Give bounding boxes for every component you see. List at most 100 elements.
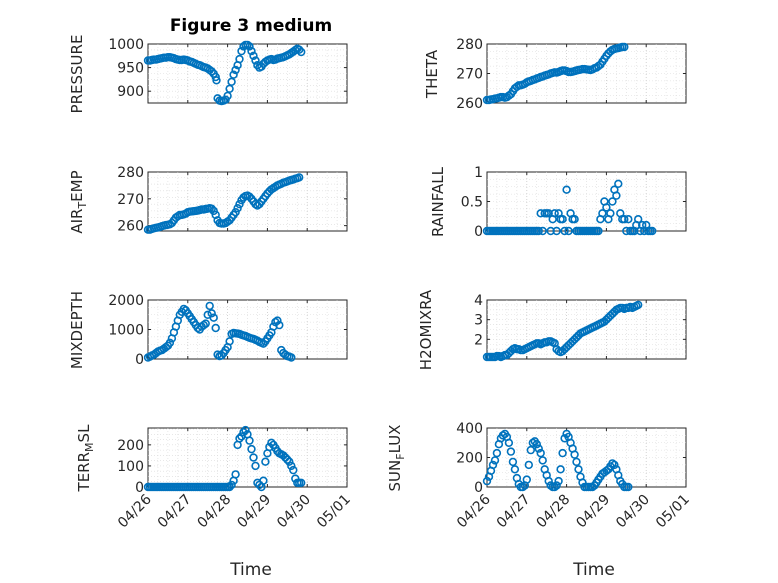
- data-point: [245, 42, 254, 51]
- data-point: [209, 313, 218, 322]
- x-axis-label-right: Time: [572, 560, 615, 580]
- data-point: [261, 457, 270, 466]
- data-point: [273, 316, 282, 325]
- data-point: [235, 200, 244, 209]
- data-point: [482, 476, 492, 486]
- data-point: [297, 47, 306, 57]
- subplot-terr-msl: 0 100 200 04/26 04/27 04/28 04/29 04/30 05/01 TE…: [75, 424, 354, 531]
- data-point: [538, 456, 547, 465]
- data-point: [231, 65, 240, 75]
- data-point: [211, 323, 220, 333]
- x-tick-label: 05/01: [314, 492, 354, 532]
- y-tick-label: 1: [474, 165, 483, 181]
- subplot-rainfall: 0 0.5 1 RAINFALL: [429, 165, 687, 240]
- axes-box: [147, 171, 348, 232]
- subplot-air-temp: 260 270 280 AIRTEMP: [68, 165, 348, 235]
- data-point: [610, 460, 619, 470]
- subplot-mixdepth: 0 1000 2000 MIXDEPTH: [68, 291, 348, 369]
- data-point: [267, 438, 276, 447]
- data-point: [207, 309, 216, 318]
- data-point: [574, 465, 583, 474]
- y-tick-label: 2: [474, 332, 483, 348]
- data-point: [231, 470, 240, 479]
- data-point: [558, 215, 567, 224]
- data-point: [225, 337, 234, 346]
- data-point: [552, 481, 561, 490]
- x-tick-label: 04/30: [613, 492, 653, 532]
- axes-box: [147, 427, 348, 488]
- y-axis-label: MIXDEPTH: [68, 291, 86, 369]
- data-point: [536, 448, 545, 458]
- data-point: [554, 476, 563, 486]
- data-point: [251, 56, 260, 65]
- data-point: [558, 448, 567, 458]
- data-point: [620, 42, 629, 52]
- y-tick-label: 270: [117, 192, 144, 208]
- data-point: [602, 203, 611, 212]
- data-point: [295, 45, 304, 54]
- data-point: [534, 226, 543, 236]
- data-point: [259, 476, 268, 485]
- data-point: [562, 185, 571, 194]
- y-axis-label-text: H2OMIXRA: [417, 289, 435, 370]
- data-point: [235, 434, 244, 443]
- subplot-theta: 260 270 280 THETA: [423, 37, 687, 112]
- data-point: [235, 54, 244, 64]
- y-tick-label: 0.5: [461, 195, 483, 211]
- data-point: [526, 445, 535, 455]
- x-tick-label: 04/26: [454, 491, 494, 531]
- y-tick-label: 200: [456, 451, 483, 467]
- y-axis-label-text: PRESSURE: [68, 35, 86, 114]
- data-point: [207, 67, 216, 76]
- data-point: [201, 319, 210, 328]
- data-point: [297, 478, 306, 487]
- data-point: [647, 226, 657, 236]
- data-point: [608, 197, 617, 206]
- x-tick-label: 04/29: [234, 492, 274, 532]
- y-axis-label-text: AIRTEMP: [68, 170, 89, 233]
- y-axis-label: H2OMIXRA: [417, 289, 435, 370]
- data-point: [287, 461, 296, 471]
- data-point: [490, 456, 500, 465]
- x-tick-label: 04/30: [274, 492, 314, 532]
- data-point: [544, 476, 553, 486]
- data-point: [620, 215, 629, 224]
- data-point: [614, 179, 623, 189]
- data-point: [289, 465, 298, 475]
- data-point: [570, 215, 579, 224]
- data-point: [245, 192, 254, 201]
- y-tick-label: 200: [117, 438, 144, 454]
- subplot-sun-flux: 0 200 400 04/26 04/27 04/28 04/29 04/30 05/01 SU…: [386, 421, 693, 531]
- data-point: [556, 465, 565, 474]
- data-point: [239, 428, 248, 437]
- y-tick-label: 0: [474, 480, 483, 496]
- y-axis-label: TERRMSL: [75, 424, 96, 493]
- data-point: [624, 215, 633, 224]
- y-tick-label: 4: [474, 293, 483, 309]
- data-point: [550, 209, 559, 218]
- data-point: [492, 448, 502, 458]
- data-point: [594, 226, 603, 236]
- x-tick-label: 04/28: [534, 492, 574, 532]
- data-point: [522, 475, 531, 484]
- y-axis-label: PRESSURE: [68, 35, 86, 114]
- x-axis-label-left: Time: [229, 560, 272, 580]
- data-point: [209, 206, 218, 216]
- y-axis-label-text: MIXDEPTH: [68, 291, 86, 369]
- y-tick-label: 270: [456, 67, 483, 83]
- y-axis-label-text: TERRMSL: [75, 424, 96, 493]
- data-point: [612, 191, 621, 200]
- data-point: [249, 51, 258, 60]
- data-point: [247, 444, 256, 454]
- data-point: [211, 72, 220, 82]
- data-point: [231, 208, 240, 217]
- data-point: [251, 461, 260, 471]
- y-tick-label: 0: [474, 224, 483, 240]
- y-axis-label: AIRTEMP: [68, 170, 89, 233]
- data-point: [233, 204, 242, 213]
- data-point: [532, 440, 541, 449]
- data-point: [564, 226, 573, 236]
- x-tick-label: 04/26: [115, 491, 155, 531]
- figure-title: Figure 3 medium: [170, 16, 332, 36]
- data-point: [560, 434, 569, 443]
